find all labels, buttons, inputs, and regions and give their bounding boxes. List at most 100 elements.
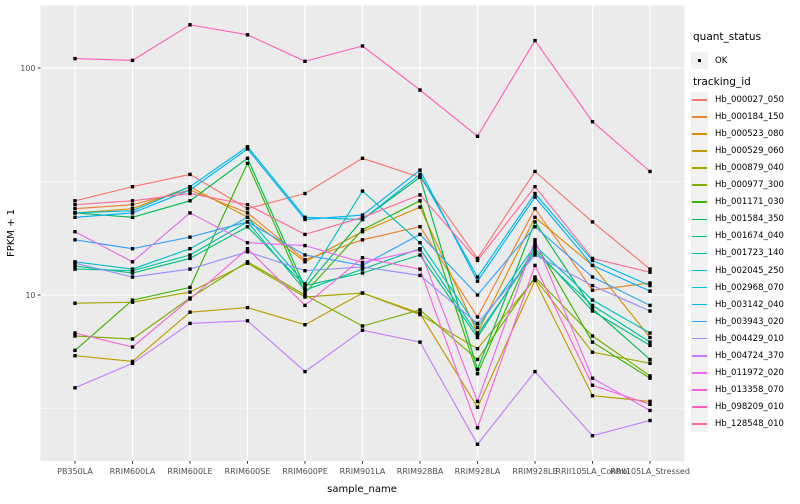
data-point bbox=[648, 335, 652, 340]
data-point bbox=[648, 399, 652, 404]
data-point bbox=[360, 256, 365, 260]
data-point bbox=[418, 172, 422, 177]
legend-item: Hb_003142_040 bbox=[691, 296, 784, 314]
data-point bbox=[475, 134, 480, 138]
data-point bbox=[590, 307, 595, 311]
series-points-Hb_128548_010 bbox=[73, 185, 652, 274]
legend-key-box bbox=[691, 347, 708, 365]
data-point bbox=[303, 293, 307, 297]
data-point bbox=[73, 264, 77, 268]
data-point bbox=[360, 228, 365, 232]
legend-key-box bbox=[691, 142, 708, 160]
data-point bbox=[533, 185, 537, 189]
legend-item-label: Hb_000977_300 bbox=[715, 180, 784, 191]
x-tick-label: RRIM901LA bbox=[340, 467, 386, 476]
data-point bbox=[188, 211, 192, 215]
data-point bbox=[590, 120, 595, 124]
data-point bbox=[590, 298, 595, 302]
data-point bbox=[303, 323, 307, 327]
data-point bbox=[648, 376, 652, 380]
legend-key-box bbox=[691, 296, 708, 314]
legend-key-box bbox=[691, 330, 708, 348]
data-point bbox=[245, 247, 250, 251]
data-point bbox=[648, 267, 652, 271]
legend-color-line-icon bbox=[692, 150, 707, 152]
data-point bbox=[590, 283, 595, 288]
legend-item-ok: OK bbox=[691, 52, 727, 69]
data-point bbox=[188, 285, 192, 290]
data-point bbox=[533, 225, 537, 229]
data-point bbox=[303, 59, 307, 63]
data-point bbox=[533, 195, 537, 199]
data-point bbox=[303, 217, 307, 222]
data-point bbox=[533, 241, 537, 245]
x-tick-label: RRIM928LA bbox=[455, 467, 501, 476]
data-point bbox=[475, 293, 480, 297]
data-point bbox=[475, 372, 480, 376]
series-points-Hb_003142_040 bbox=[73, 147, 652, 293]
legend-item: Hb_000523_080 bbox=[691, 125, 784, 143]
data-point bbox=[590, 263, 595, 268]
data-point bbox=[533, 247, 537, 251]
data-point bbox=[130, 203, 135, 207]
data-point bbox=[73, 207, 77, 211]
data-point bbox=[648, 289, 652, 293]
legend-item: Hb_013358_070 bbox=[691, 381, 784, 399]
data-point bbox=[648, 340, 652, 344]
legend-item-label: Hb_003142_040 bbox=[715, 299, 784, 310]
data-point bbox=[590, 334, 595, 338]
data-point bbox=[130, 209, 135, 213]
legend-color-line-icon bbox=[692, 406, 707, 408]
legend-item: Hb_004724_370 bbox=[691, 347, 784, 365]
legend-item: Hb_011972_020 bbox=[691, 364, 784, 382]
data-point bbox=[130, 207, 135, 211]
data-point bbox=[188, 297, 192, 301]
data-point bbox=[130, 271, 135, 275]
legend-color-line-icon bbox=[692, 303, 707, 306]
data-point bbox=[130, 275, 135, 279]
data-point bbox=[475, 335, 480, 340]
data-point bbox=[360, 328, 365, 332]
data-point bbox=[360, 215, 365, 219]
data-point bbox=[245, 241, 250, 245]
data-point bbox=[130, 300, 135, 304]
data-point bbox=[533, 253, 537, 257]
data-point bbox=[533, 277, 537, 281]
data-point bbox=[418, 199, 422, 203]
data-point bbox=[418, 273, 422, 278]
x-tick-label: RRII105LA_Stressed bbox=[610, 467, 690, 476]
data-point bbox=[188, 253, 192, 257]
data-point bbox=[245, 33, 250, 37]
data-point bbox=[590, 288, 595, 292]
data-point bbox=[73, 215, 77, 219]
legend-item-label: Hb_098209_010 bbox=[715, 401, 784, 412]
series-points-Hb_001171_030 bbox=[73, 161, 652, 380]
legend-color-line-icon bbox=[692, 286, 707, 289]
data-point bbox=[303, 369, 307, 374]
data-point bbox=[648, 343, 652, 348]
data-point bbox=[245, 215, 250, 219]
data-point bbox=[418, 175, 422, 179]
legend-color-line-icon bbox=[692, 116, 707, 118]
legend-color-line-icon bbox=[692, 167, 707, 169]
data-point bbox=[648, 357, 652, 362]
data-point bbox=[73, 199, 77, 203]
axis-tick-labels-group: 100 10 PB350LA RRIM600LA RRIM600LE RRIM600SE R… bbox=[20, 64, 690, 476]
data-point bbox=[418, 88, 422, 92]
y-tick-label: 10 bbox=[25, 291, 35, 300]
data-point bbox=[130, 337, 135, 341]
data-point bbox=[475, 332, 480, 337]
data-point bbox=[475, 357, 480, 362]
data-point bbox=[418, 253, 422, 257]
data-point bbox=[130, 211, 135, 215]
data-point bbox=[245, 145, 250, 149]
data-point bbox=[360, 271, 365, 275]
data-point bbox=[303, 232, 307, 237]
data-point bbox=[590, 256, 595, 261]
data-point bbox=[73, 348, 77, 353]
data-point bbox=[73, 261, 77, 265]
data-point bbox=[418, 248, 422, 252]
legend-key-box bbox=[691, 210, 708, 228]
data-point bbox=[73, 230, 77, 234]
data-point bbox=[360, 217, 365, 222]
